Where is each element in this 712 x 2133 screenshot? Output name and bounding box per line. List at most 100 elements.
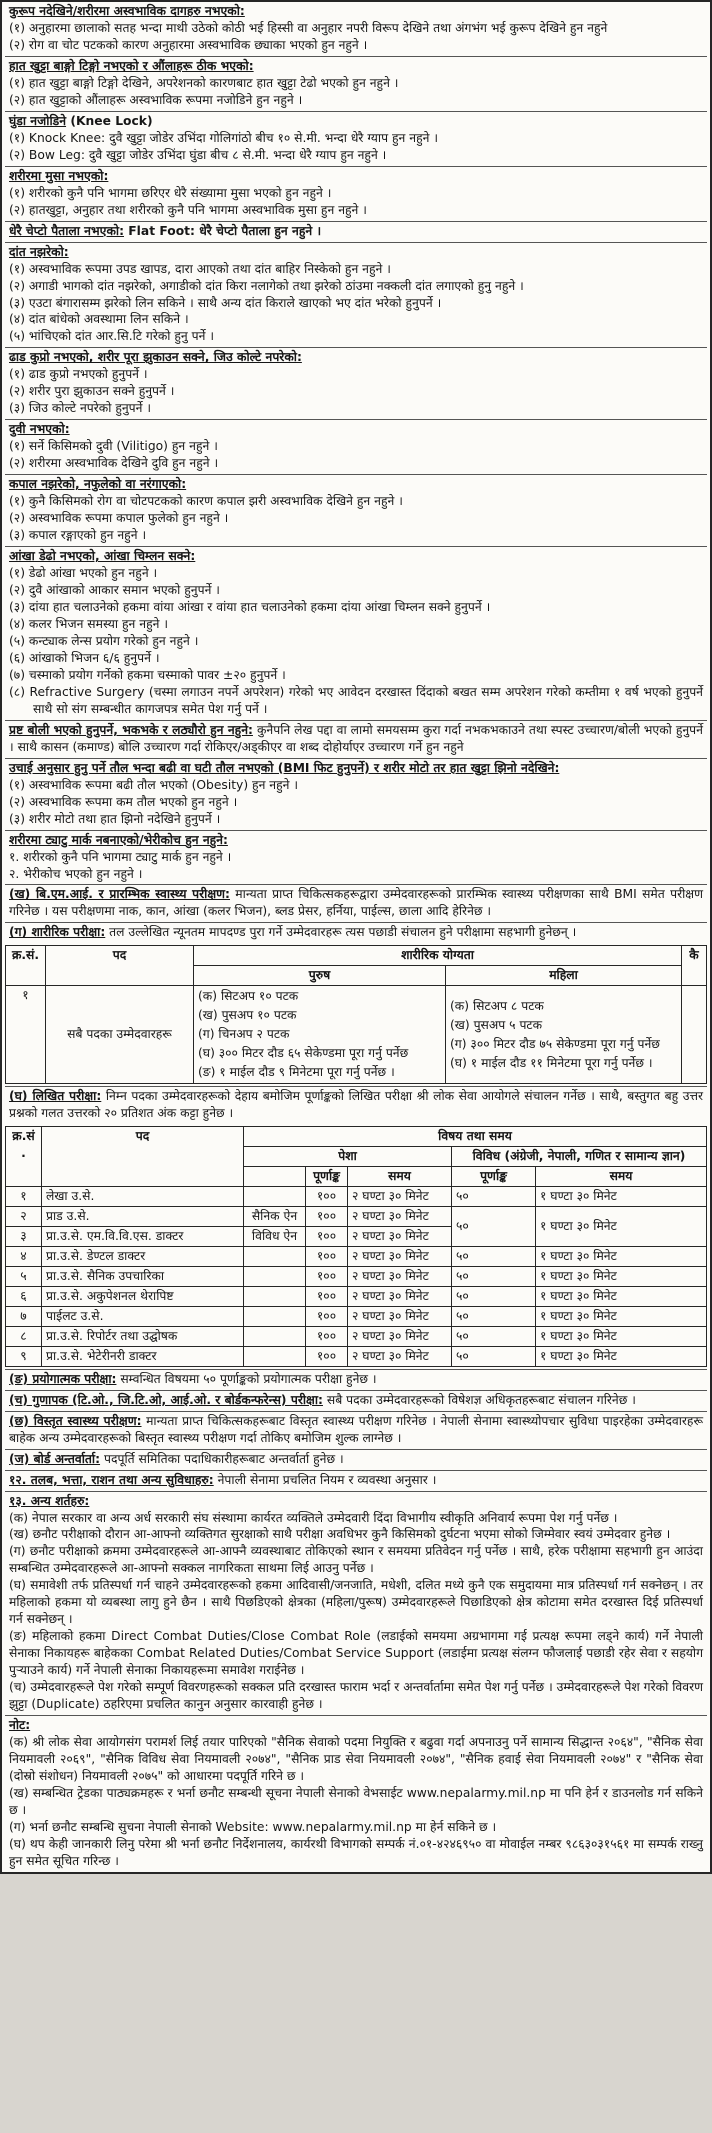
paragraph: (च) गुणापक (टि.ओ., जि.टि.ओ, आई.ओ. र बोर्… xyxy=(9,1392,636,1407)
paragraph-lead: (ङ) प्रयोगात्मक परीक्षा: xyxy=(9,1371,117,1386)
list-item: (२) अस्वभाविक रूपमा कम तौल भएको हुन नहुन… xyxy=(9,794,238,809)
table-cell xyxy=(681,985,707,1085)
paragraph-lead: प्रष्ट बोली भएको हुनुपर्ने, भकभके र लठ्य… xyxy=(9,722,253,737)
col-header-purnank: पूर्णाङ्क xyxy=(305,1166,348,1187)
section-block: दांत नझरेको: (१) अस्वभाविक रूपमा उपड खापड… xyxy=(5,241,707,348)
table-cell xyxy=(243,1265,306,1287)
table-cell: ९ xyxy=(5,1345,42,1367)
paragraph-lead: (छ) विस्तृत स्वास्थ्य परीक्षण: xyxy=(9,1413,142,1428)
table-cell: १ घण्टा ३० मिनेट xyxy=(535,1345,707,1367)
paragraph-block: (ज) बोर्ड अन्तर्वार्ता: पदपूर्ति समितिका… xyxy=(5,1448,707,1470)
table-cell: ६ xyxy=(5,1285,42,1307)
table-cell xyxy=(243,1186,306,1207)
list-item: (१) हात खुट्टा बाङ्गो टिङ्गो देखिने, अपर… xyxy=(9,75,399,90)
table-cell: १०० xyxy=(305,1325,348,1347)
section-block: १३. अन्य शर्तहरु: (क) नेपाल सरकार वा अन्य… xyxy=(5,1490,707,1716)
section-block: उचाई अनुसार हुनु पर्ने तौल भन्दा बढी वा … xyxy=(5,757,707,830)
list-item: (३) शरीर मोटो तथा हात झिनो नदेखिने हुनुप… xyxy=(9,811,221,826)
paragraph: (ज) बोर्ड अन्तर्वार्ता: पदपूर्ति समितिका… xyxy=(9,1451,344,1466)
table-cell xyxy=(243,1305,306,1327)
section-block: शरीरमा मुसा नभएको: (१) शरीरको कुनै पनि भा… xyxy=(5,165,707,221)
table-row: ७ पाईलट उ.से. १०० २ घण्टा ३० मिनेट ५० १ घण्टा… xyxy=(5,1305,707,1327)
table-cell xyxy=(243,1345,306,1367)
list-item: (घ) थप केही जानकारी लिनु परेमा श्री भर्न… xyxy=(9,1836,703,1868)
table-cell: सैनिक ऐन xyxy=(243,1205,306,1227)
section-heading: दांत नझरेको: xyxy=(9,244,69,259)
table-cell: २ घण्टा ३० मिनेट xyxy=(347,1265,452,1287)
table-cell: १ घण्टा ३० मिनेट xyxy=(535,1285,707,1307)
table-cell: १०० xyxy=(305,1205,348,1227)
table-cell: १ घण्टा ३० मिनेट xyxy=(535,1265,707,1287)
list-item: (२) शरीरमा अस्वभाविक देखिने दुवि हुन नहु… xyxy=(9,456,219,471)
table-cell: प्रा.उ.से. डेण्टल डाक्टर xyxy=(41,1245,244,1267)
list-item: (३) एउटा बंगारासम्म झरेको लिन सकिने । सा… xyxy=(9,295,442,310)
list-item: (२) हातखुट्टा, अनुहार तथा शरीरको कुनै पन… xyxy=(9,202,367,217)
section-heading: नोट: xyxy=(9,1718,31,1733)
table-cell: ५० xyxy=(451,1325,536,1347)
paragraph: (ख) बि.एम.आई. र प्रारम्भिक स्वास्थ्य परी… xyxy=(9,887,703,919)
table-cell: प्रा.उ.से. रिपोर्टर तथा उद्घोषक xyxy=(41,1325,244,1347)
paragraph-block: (छ) विस्तृत स्वास्थ्य परीक्षण: मान्यता प… xyxy=(5,1410,707,1449)
list-item: (च) उम्मेदवारहरूले पेश गरेको सम्पूर्ण वि… xyxy=(9,1680,703,1712)
paragraph-block: (ङ) प्रयोगात्मक परीक्षा: सम्वन्धित विषयम… xyxy=(5,1368,707,1390)
table-cell: १०० xyxy=(305,1245,348,1267)
section-heading: ढाड कुप्रो नभएको, शरीर पूरा झुकाउन सक्ने… xyxy=(9,350,302,365)
paragraph-block: (घ) लिखित परीक्षा: निम्न पदका उम्मेदवारह… xyxy=(5,1086,707,1124)
written-table-body: १ लेखा उ.से. १०० २ घण्टा ३० मिनेट ५० १ घण्टा … xyxy=(5,1186,707,1367)
list-item: (२) हात खुट्टाको औंलाहरू अस्वभाविक रूपमा… xyxy=(9,92,303,107)
section-block: घुंडा नजोडिने (Knee Lock) (१) Knock Knee:… xyxy=(5,110,707,166)
section-block: ढाड कुप्रो नभएको, शरीर पूरा झुकाउन सक्ने… xyxy=(5,347,707,419)
table-cell: १०० xyxy=(305,1186,348,1207)
list-item: (ख) छनौट परीक्षाको दौरान आ-आफ्नो व्यक्ति… xyxy=(9,1527,671,1542)
section-heading: शरीरमा ट्याटु मार्क नबनाएको/भेरीकोच हुन … xyxy=(9,832,228,847)
col-header-pesha: पेशा xyxy=(243,1146,452,1168)
exercise-line: (क) सिटअप १० पटक xyxy=(198,989,299,1004)
table-cell: १०० xyxy=(305,1305,348,1327)
col-header-subject-time: विषय तथा समय xyxy=(243,1126,707,1148)
scanned-notice-document: कुरूप नदेखिने/शरीरमा अस्वभाविक दागहरु नभ… xyxy=(0,0,712,1874)
list-item: (२) Bow Leg: दुवै खुट्टा जोडेर उभिंदा घु… xyxy=(9,147,387,162)
list-item: (क) श्री लोक सेवा आयोगसंग परामर्श लिई तय… xyxy=(9,1735,703,1784)
section-block: शरीरमा ट्याटु मार्क नबनाएको/भेरीकोच हुन … xyxy=(5,829,707,885)
table-cell: प्रा.उ.से. अकुपेशनल थेरापिष्ट xyxy=(41,1285,244,1307)
table-cell: १०० xyxy=(305,1285,348,1307)
table-cell: २ घण्टा ३० मिनेट xyxy=(347,1225,452,1247)
table-cell xyxy=(243,1285,306,1307)
section-heading: कपाल नझरेको, नफुलेको वा नरंगाएको: xyxy=(9,477,187,492)
section-block: नोट: (क) श्री लोक सेवा आयोगसंग परामर्श लि… xyxy=(5,1715,707,1872)
table-cell: ४ xyxy=(5,1245,42,1267)
table-cell: १०० xyxy=(305,1265,348,1287)
written-table-header: क्र.सं. पद विषय तथा समय पेशा विविध (अंग्… xyxy=(5,1126,707,1187)
list-item: (६) आंखाको भिजन ६/६ हुनुपर्ने । xyxy=(9,650,160,665)
paragraph-lead: (ख) बि.एम.आई. र प्रारम्भिक स्वास्थ्य परी… xyxy=(9,887,230,902)
section-heading: कुरूप नदेखिने/शरीरमा अस्वभाविक दागहरु नभ… xyxy=(9,4,245,18)
paragraph: प्रष्ट बोली भएको हुनुपर्ने, भकभके र लठ्य… xyxy=(9,722,703,754)
col-header-post: पद xyxy=(41,1126,244,1187)
table-row: ३ प्रा.उ.से. एम.वि.वि.एस. डाक्टर विविध ऐन १… xyxy=(5,1225,707,1247)
table-cell: विविध ऐन xyxy=(243,1225,306,1247)
table-cell xyxy=(243,1325,306,1347)
table-cell: ५ xyxy=(5,1265,42,1287)
section-heading: शरीरमा मुसा नभएको: xyxy=(9,168,109,183)
col-header-ability: शारीरिक योग्यता xyxy=(193,945,682,967)
col-header-male: पुरुष xyxy=(193,965,446,987)
exercise-line: (ख) पुसअप १० पटक xyxy=(198,1008,297,1023)
section-heading: आंखा डेढो नभएको, आंखा चिम्लन सक्ने: xyxy=(9,549,196,564)
list-item: (५) भांचिएको दांत आर.सि.टि गरेको हुनु पर… xyxy=(9,329,215,344)
table-cell: ५० xyxy=(451,1265,536,1287)
list-item: (५) कन्ट्याक लेन्स प्रयोग गरेको हुन नहुन… xyxy=(9,633,199,648)
list-item: (१) कुनै किसिमको रोग वा चोटपटकको कारण कप… xyxy=(9,494,403,509)
col-header-sn: क्र.सं. xyxy=(5,945,46,987)
paragraph-lead: (घ) लिखित परीक्षा: xyxy=(9,1089,102,1104)
physical-table-body: १ सबै पदका उम्मेदवारहरू (क) सिटअप १० पटक (ख… xyxy=(5,985,707,1085)
exercise-line: (ख) पुसअप ५ पटक xyxy=(450,1017,543,1032)
list-item: (१) डेढो आंखा भएको हुन नहुने । xyxy=(9,566,158,581)
table-row: २ प्राड उ.से. सैनिक ऐन १०० २ घण्टा ३० मिनेट ५… xyxy=(5,1205,707,1247)
table-cell: १ घण्टा ३० मिनेट xyxy=(535,1325,707,1347)
paragraph-block: १२. तलब, भत्ता, राशन तथा अन्य सुविधाहरु:… xyxy=(5,1469,707,1491)
table-cell: २ घण्टा ३० मिनेट xyxy=(347,1205,452,1227)
list-item: (८) Refractive Surgery (चस्मा लगाउन नपर्… xyxy=(9,684,703,716)
exercise-line: (ग) चिनअप २ पटक xyxy=(198,1027,290,1042)
exercise-line: (ङ) १ माईल दौड ९ मिनेटमा पूरा गर्नु पर्न… xyxy=(198,1065,395,1080)
table-cell xyxy=(243,1245,306,1267)
